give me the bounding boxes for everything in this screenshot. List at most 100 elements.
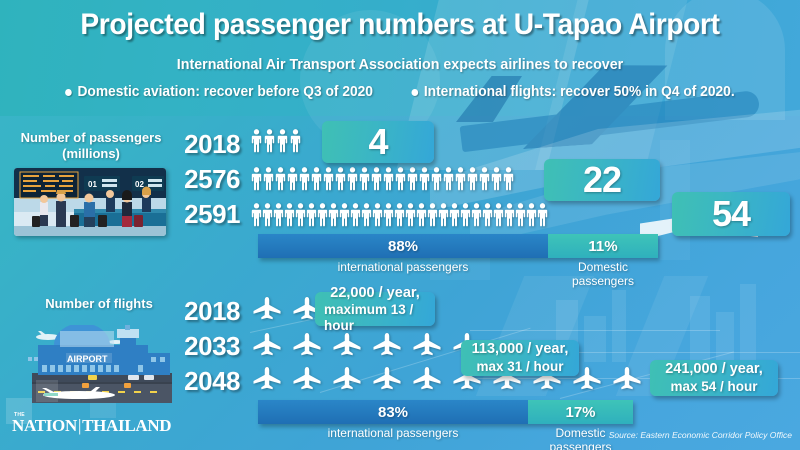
airport-terminal-illustration: AIRPORT xyxy=(24,325,176,403)
airplane-icon xyxy=(293,333,321,356)
ghost-bar-4 xyxy=(690,296,710,362)
bullet-item-domestic: Domestic aviation: recover before Q3 of … xyxy=(64,84,373,100)
person-icon xyxy=(383,167,394,191)
person-icon xyxy=(361,203,372,227)
svg-text:AIRPORT: AIRPORT xyxy=(67,354,108,364)
person-icon xyxy=(277,129,288,153)
person-icon xyxy=(290,129,301,153)
passengers-caption-international: international passengers xyxy=(337,260,469,274)
airplane-icon xyxy=(533,367,561,390)
page-title: Projected passenger numbers at U-Tapao A… xyxy=(80,8,720,41)
airplane-icon xyxy=(453,367,481,390)
person-icon xyxy=(295,203,306,227)
person-icon xyxy=(479,167,490,191)
airplane-icon xyxy=(573,367,601,390)
passengers-year-2576: 2576 xyxy=(184,164,240,194)
flights-caption-international: international passengers xyxy=(327,426,459,440)
person-icon xyxy=(328,203,339,227)
person-icon xyxy=(467,167,478,191)
logo-thailand-label: THAILAND xyxy=(82,416,172,435)
person-icon xyxy=(515,203,526,227)
passengers-callout-2591: 54 xyxy=(672,192,790,236)
flights-year-labels: 2018 2033 2048 xyxy=(160,294,240,399)
person-icon xyxy=(416,203,427,227)
flights-callout-2033-line1: 113,000 / year, xyxy=(471,341,569,358)
person-icon xyxy=(371,167,382,191)
person-icon xyxy=(251,129,262,153)
flights-percent-bar: 83% 17% xyxy=(258,400,633,424)
person-icon xyxy=(443,167,454,191)
flights-icon-row-2033 xyxy=(252,332,482,358)
logo-square-b xyxy=(36,380,58,402)
person-icon xyxy=(263,167,274,191)
passengers-icon-row-2576 xyxy=(251,166,514,191)
ghost-bar-5 xyxy=(716,312,734,362)
passengers-year-labels: 2018 2576 2591 xyxy=(160,127,240,232)
person-icon xyxy=(264,129,275,153)
passengers-callout-2591-value: 54 xyxy=(711,193,751,234)
person-icon xyxy=(493,203,504,227)
flights-callout-2048: 241,000 / year, max 54 / hour xyxy=(650,360,778,396)
logo-square-a xyxy=(6,398,32,424)
passengers-callout-2576: 22 xyxy=(544,159,660,201)
person-icon xyxy=(537,203,548,227)
flights-callout-2048-line1: 241,000 / year, xyxy=(665,361,763,378)
passengers-year-2591: 2591 xyxy=(184,199,240,229)
bullet-domestic-label: Domestic aviation: recover before Q3 of … xyxy=(77,84,373,100)
flights-caption-domestic: Domestic passengers xyxy=(549,426,612,450)
passengers-callout-2576-value: 22 xyxy=(582,159,622,200)
source-credit: Source: Eastern Economic Corridor Policy… xyxy=(608,430,792,440)
passengers-icon-row-2591 xyxy=(251,202,548,227)
person-icon xyxy=(339,203,350,227)
passengers-year-2018: 2018 xyxy=(184,129,240,159)
person-icon xyxy=(431,167,442,191)
person-icon xyxy=(503,167,514,191)
flights-callout-2048-line2: max 54 / hour xyxy=(670,378,758,394)
bullet-item-international: International flights: recover 50% in Q4… xyxy=(411,84,735,100)
logo-nation-label: NATION xyxy=(12,416,77,435)
person-icon xyxy=(317,203,328,227)
airplane-icon xyxy=(373,333,401,356)
passengers-caption-domestic: Domestic passengers xyxy=(571,260,635,288)
person-icon xyxy=(350,203,361,227)
logo-separator: | xyxy=(77,416,82,435)
passengers-section-label: Number of passengers (millions) xyxy=(16,130,166,162)
person-icon xyxy=(427,203,438,227)
logo-wordmark: NATION|THAILAND xyxy=(12,416,172,436)
logo-the-label: THE xyxy=(14,412,25,418)
person-icon xyxy=(251,203,262,227)
person-icon xyxy=(455,167,466,191)
person-icon xyxy=(372,203,383,227)
flights-year-2018: 2018 xyxy=(184,296,240,326)
person-icon xyxy=(273,203,284,227)
airplane-icon xyxy=(293,367,321,390)
flights-callout-2018-line1: 22,000 / year, xyxy=(330,284,420,301)
person-icon xyxy=(504,203,515,227)
bullet-dot-icon xyxy=(411,88,419,96)
airplane-icon xyxy=(613,367,641,390)
ghost-bar-6 xyxy=(740,284,756,362)
airport-checkin-illustration: 01 02 xyxy=(14,168,166,236)
passengers-label-line1: Number of passengers xyxy=(20,130,162,145)
person-icon xyxy=(460,203,471,227)
person-icon xyxy=(449,203,460,227)
person-icon xyxy=(251,167,262,191)
person-icon xyxy=(262,203,273,227)
airplane-icon xyxy=(333,367,361,390)
person-icon xyxy=(395,167,406,191)
person-icon xyxy=(311,167,322,191)
flights-callout-2033-line2: max 31 / hour xyxy=(476,358,564,374)
ghost-bar-3 xyxy=(612,290,626,362)
flights-callout-2018-line2: maximum 13 / hour xyxy=(324,301,414,333)
person-icon xyxy=(299,167,310,191)
person-icon xyxy=(482,203,493,227)
flights-callout-2033: 113,000 / year, max 31 / hour xyxy=(461,340,579,376)
passengers-callout-2018-value: 4 xyxy=(368,121,388,162)
person-icon xyxy=(526,203,537,227)
airplane-icon xyxy=(413,367,441,390)
flights-year-2048: 2048 xyxy=(184,366,240,396)
passengers-percent-bar: 88% 11% xyxy=(258,234,658,258)
airplane-icon xyxy=(373,367,401,390)
person-icon xyxy=(407,167,418,191)
